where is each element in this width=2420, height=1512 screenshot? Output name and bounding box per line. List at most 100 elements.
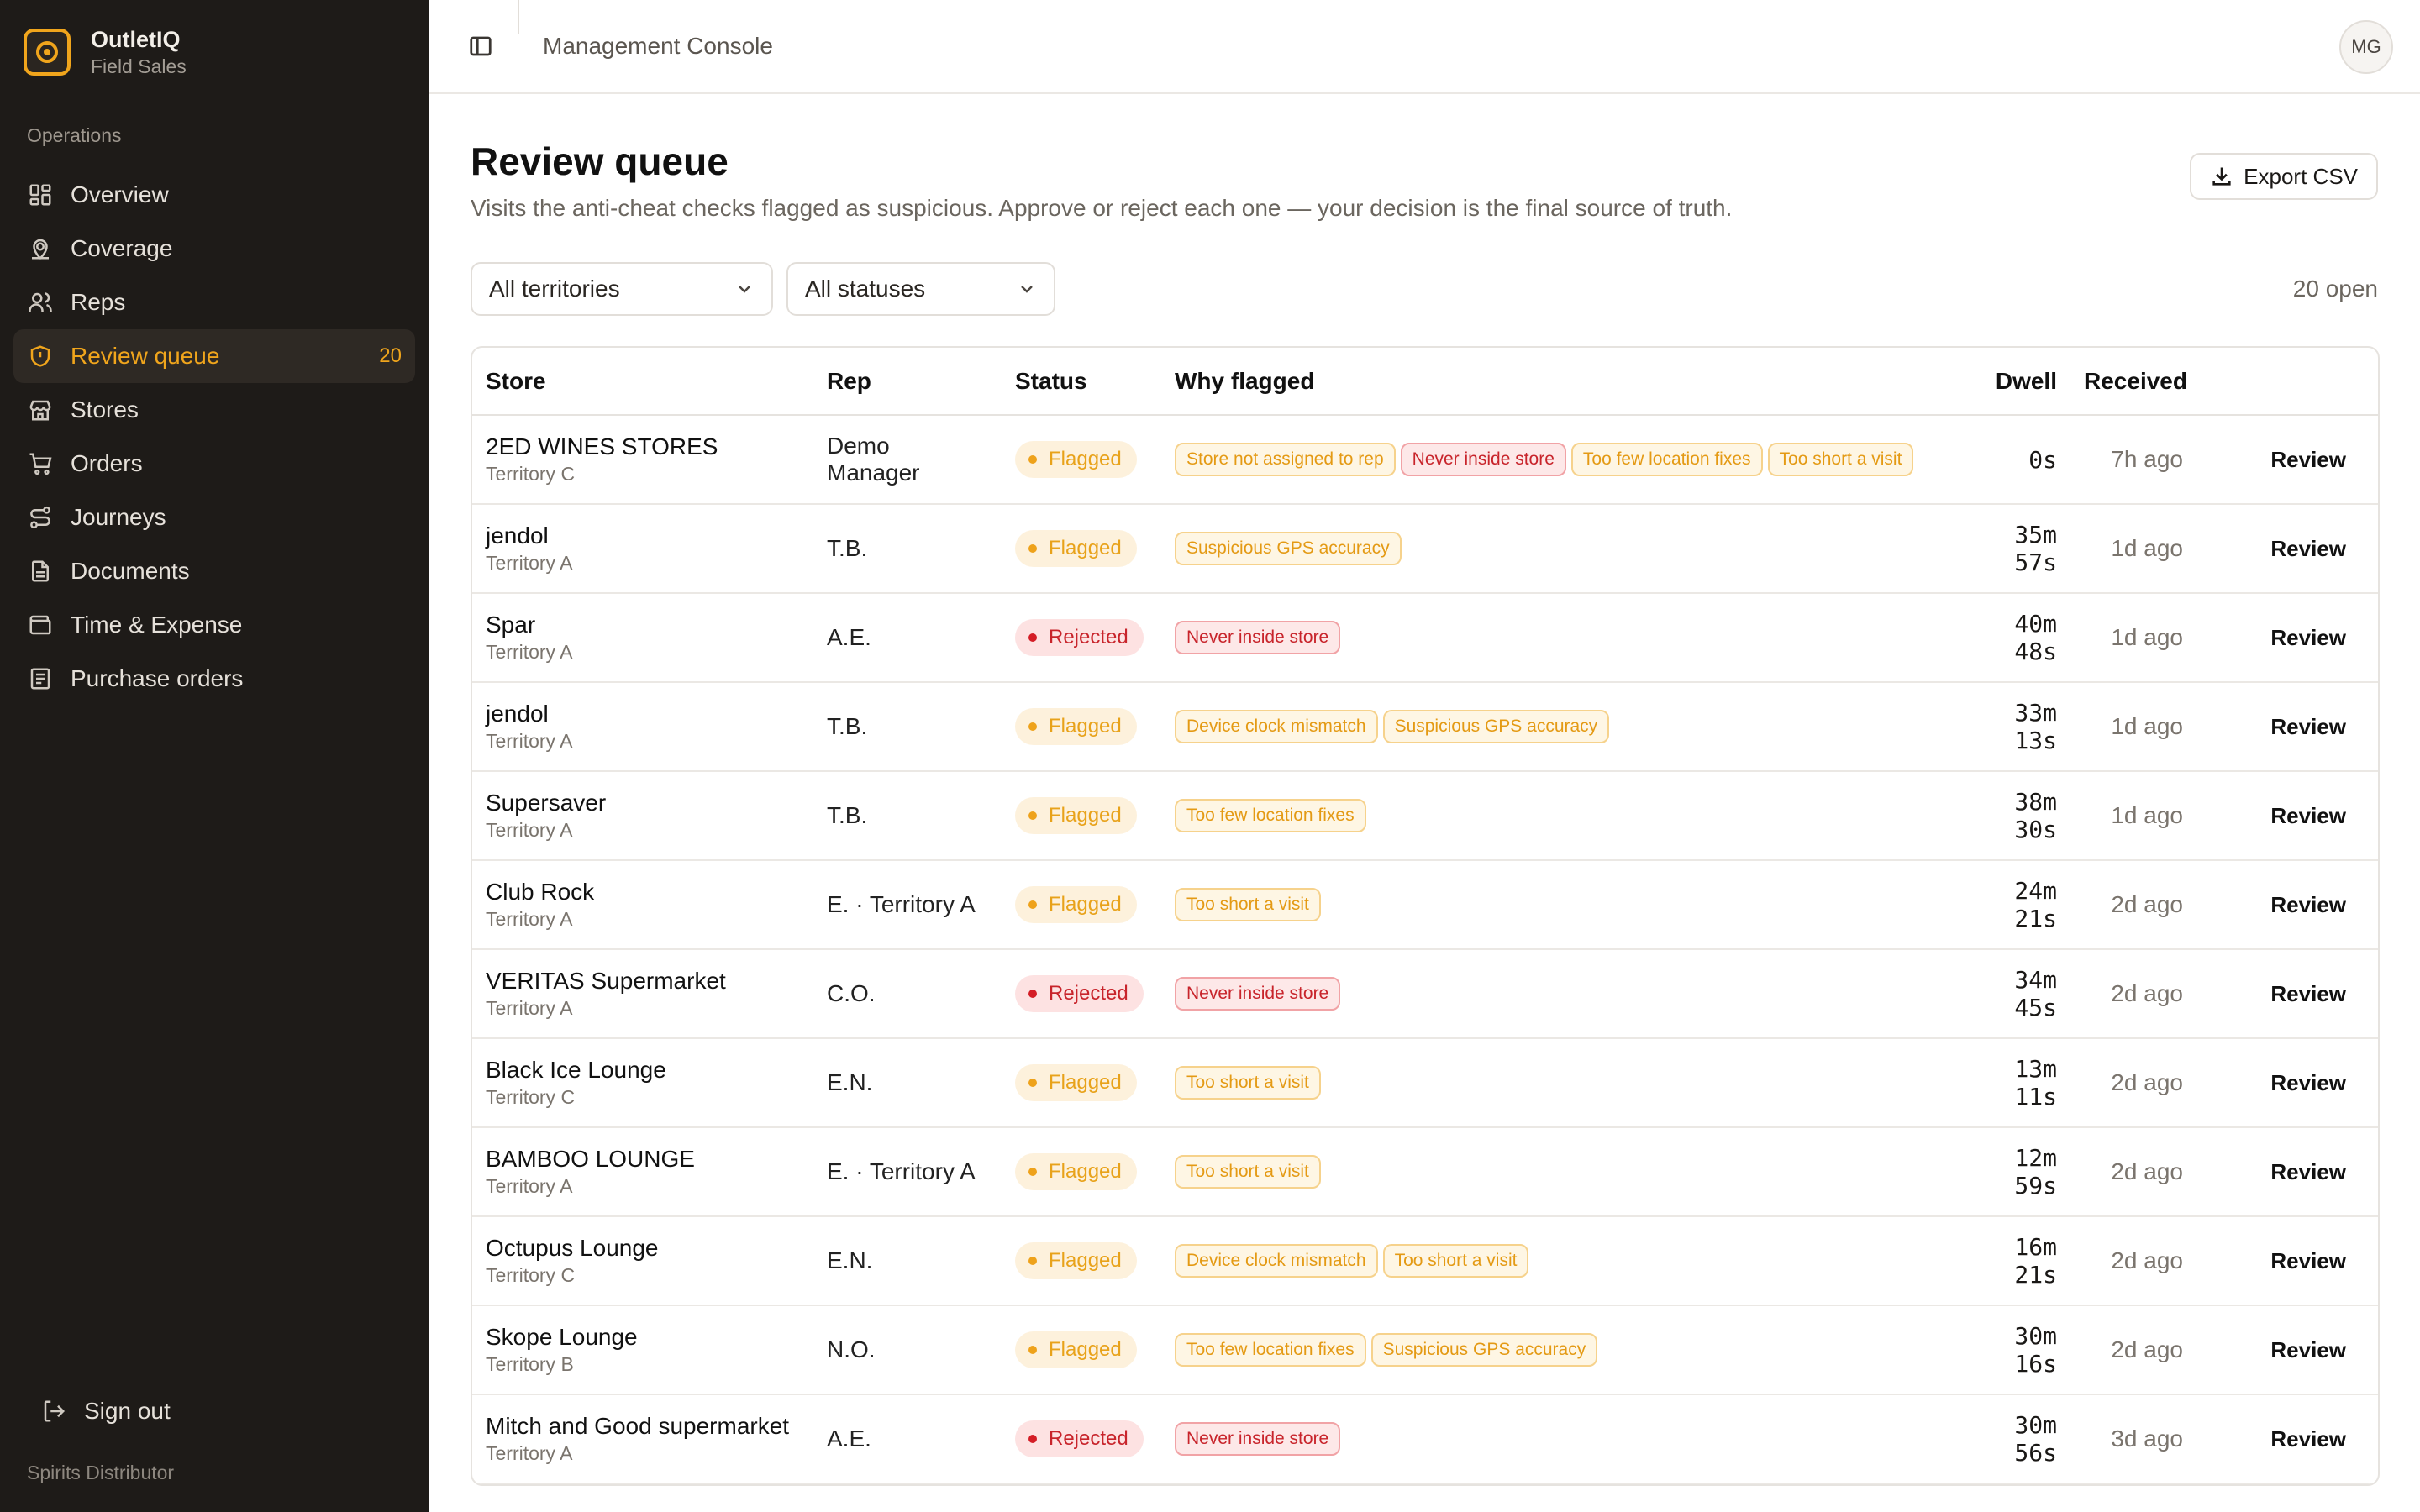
export-csv-label: Export CSV: [2244, 163, 2358, 189]
col-why-flagged: Why flagged: [1161, 348, 1956, 416]
brand-logo-icon: [24, 29, 71, 76]
rep-cell: T.B.: [813, 682, 1002, 772]
table-row[interactable]: Black Ice Lounge Territory C E.N. Flagged To…: [472, 1038, 2378, 1128]
why-flagged-cell: Never inside store: [1161, 949, 1956, 1039]
rep-cell: A.E.: [813, 593, 1002, 683]
status-badge: Flagged: [1015, 1153, 1137, 1190]
status-cell: Flagged: [1002, 1038, 1161, 1128]
sidebar-item-overview[interactable]: Overview: [13, 168, 415, 222]
table-row[interactable]: jendol Territory A T.B. Flagged Device clock…: [472, 682, 2378, 772]
col-rep[interactable]: Rep: [813, 348, 1002, 416]
users-icon: [27, 289, 54, 316]
table-row[interactable]: Supersaver Territory A T.B. Flagged Too few …: [472, 771, 2378, 861]
dwell-cell: 30m 16s: [1956, 1305, 2070, 1395]
status-badge: Rejected: [1015, 619, 1144, 656]
store-cell: Spar Territory A: [472, 593, 813, 683]
sidebar-item-stores[interactable]: Stores: [13, 383, 415, 437]
table-header-row: Store Rep Status Why flagged Dwell Recei…: [472, 348, 2378, 416]
review-button[interactable]: Review: [2196, 1127, 2378, 1217]
store-name: Supersaver: [486, 790, 607, 816]
table-row[interactable]: Club Rock Territory A E. · Territory A Flag…: [472, 860, 2378, 950]
review-count-badge: 20: [379, 344, 402, 367]
review-button[interactable]: Review: [2196, 1305, 2378, 1395]
store-name: Mitch and Good supermarket: [486, 1413, 790, 1439]
sidebar-item-reps[interactable]: Reps: [13, 276, 415, 329]
territory-select[interactable]: All territories: [471, 262, 773, 316]
sidebar-item-coverage[interactable]: Coverage: [13, 222, 415, 276]
table-row[interactable]: Octupus Lounge Territory C E.N. Flagged Devi…: [472, 1216, 2378, 1306]
table-row[interactable]: 2ED WINES STORES Territory C Demo Manager F…: [472, 415, 2378, 505]
status-badge: Flagged: [1015, 530, 1137, 567]
why-flagged-cell: Never inside store: [1161, 1394, 1956, 1484]
sidebar-item-journeys[interactable]: Journeys: [13, 491, 415, 544]
sidebar-item-orders[interactable]: Orders: [13, 437, 415, 491]
dwell-cell: 12m 59s: [1956, 1127, 2070, 1217]
flag-reason-tag: Too few location fixes: [1570, 443, 1763, 476]
store-cell: Skope Lounge Territory B: [472, 1305, 813, 1395]
status-badge: Flagged: [1015, 1331, 1137, 1368]
sidebar-item-label: Stores: [71, 396, 139, 423]
sidebar-item-label: Overview: [71, 181, 169, 207]
status-select[interactable]: All statuses: [786, 262, 1055, 316]
org-name: Spirits Distributor: [27, 1462, 175, 1483]
review-button[interactable]: Review: [2196, 1216, 2378, 1306]
dwell-cell: 13m 11s: [1956, 1038, 2070, 1128]
status-dot-icon: [1028, 1079, 1037, 1087]
table-row[interactable]: Spar Territory A A.E. Rejected Never inside …: [472, 593, 2378, 683]
received-cell: 2d ago: [2070, 860, 2196, 950]
review-button[interactable]: Review: [2196, 1394, 2378, 1484]
review-button[interactable]: Review: [2196, 1038, 2378, 1128]
store-icon: [27, 396, 54, 423]
store-territory: Territory A: [486, 552, 573, 574]
col-store[interactable]: Store: [472, 348, 813, 416]
col-dwell[interactable]: Dwell: [1956, 348, 2070, 416]
page-description: Visits the anti-cheat checks flagged as …: [471, 195, 1733, 221]
why-flagged-cell: Too short a visit: [1161, 860, 1956, 950]
sign-out-button[interactable]: Sign out: [27, 1384, 402, 1438]
sidebar-item-purchase-orders[interactable]: Purchase orders: [13, 652, 415, 706]
review-button[interactable]: Review: [2196, 682, 2378, 772]
review-button[interactable]: Review: [2196, 504, 2378, 594]
review-button[interactable]: Review: [2196, 771, 2378, 861]
status-badge: Rejected: [1015, 975, 1144, 1012]
avatar[interactable]: MG: [2339, 20, 2393, 74]
store-cell: VERITAS Supermarket Territory A: [472, 949, 813, 1039]
why-flagged-cell: Suspicious GPS accuracy: [1161, 504, 1956, 594]
store-territory: Territory A: [486, 1175, 573, 1197]
status-badge: Flagged: [1015, 708, 1137, 745]
status-select-value: All statuses: [805, 276, 926, 302]
sidebar-item-documents[interactable]: Documents: [13, 544, 415, 598]
sidebar-item-review-queue[interactable]: Review queue 20: [13, 329, 415, 383]
status-cell: Flagged: [1002, 504, 1161, 594]
review-button[interactable]: Review: [2196, 593, 2378, 683]
status-label: Flagged: [1049, 1071, 1122, 1094]
review-button[interactable]: Review: [2196, 949, 2378, 1039]
table-row[interactable]: VERITAS Supermarket Territory A C.O. Reject…: [472, 949, 2378, 1039]
col-status[interactable]: Status: [1002, 348, 1161, 416]
sidebar-toggle-button[interactable]: [464, 29, 497, 63]
review-button[interactable]: Review: [2196, 415, 2378, 505]
status-dot-icon: [1028, 811, 1037, 820]
table-row[interactable]: Mitch and Good supermarket Territory A A.E…: [472, 1394, 2378, 1484]
store-territory: Territory C: [486, 1086, 576, 1108]
review-button[interactable]: Review: [2196, 860, 2378, 950]
status-cell: Flagged: [1002, 1216, 1161, 1306]
status-cell: Flagged: [1002, 1305, 1161, 1395]
rep-cell: C.O.: [813, 949, 1002, 1039]
store-name: BAMBOO LOUNGE: [486, 1146, 695, 1172]
rep-cell: N.O.: [813, 1305, 1002, 1395]
why-flagged-cell: Never inside store: [1161, 593, 1956, 683]
store-cell: BAMBOO LOUNGE Territory A: [472, 1127, 813, 1217]
table-row[interactable]: BAMBOO LOUNGE Territory A E. · Territory A…: [472, 1127, 2378, 1217]
sidebar-item-time-expense[interactable]: Time & Expense: [13, 598, 415, 652]
table-row[interactable]: Skope Lounge Territory B N.O. Flagged Too fe…: [472, 1305, 2378, 1395]
console-title: Management Console: [543, 33, 773, 59]
table-row[interactable]: jendol Territory A T.B. Flagged Suspicious G…: [472, 504, 2378, 594]
why-flagged-cell: Too short a visit: [1161, 1038, 1956, 1128]
received-cell: 1d ago: [2070, 771, 2196, 861]
col-received[interactable]: Received: [2070, 348, 2196, 416]
export-csv-button[interactable]: Export CSV: [2190, 153, 2378, 200]
store-name: Spar: [486, 612, 536, 638]
sidebar-item-label: Journeys: [71, 504, 166, 530]
brand[interactable]: OutletIQ Field Sales: [0, 0, 429, 79]
